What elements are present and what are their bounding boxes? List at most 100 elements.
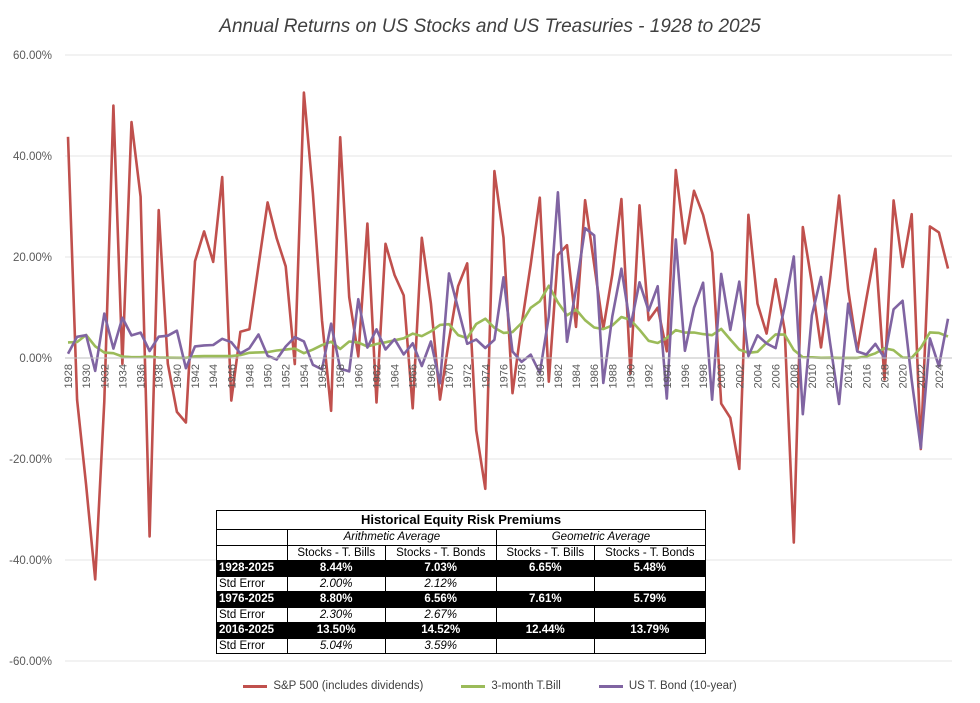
column-header: Stocks - T. Bills: [495, 544, 595, 561]
table-cell: 8.80%: [286, 591, 386, 608]
table-title: Historical Equity Risk Premiums: [216, 510, 706, 530]
x-tick-label: 1968: [426, 364, 438, 388]
x-tick-label: 1982: [553, 364, 565, 388]
row-label: Std Error: [216, 637, 288, 654]
table-cell: 5.04%: [286, 637, 386, 654]
legend: S&P 500 (includes dividends) 3-month T.B…: [0, 680, 980, 692]
y-tick-label: 60.00%: [13, 50, 52, 62]
x-tick-label: 2018: [879, 364, 891, 388]
chart-title: Annual Returns on US Stocks and US Treas…: [219, 16, 761, 37]
y-tick-label: 0.00%: [19, 353, 52, 365]
arithmetic-average-header: Arithmetic Average: [286, 529, 497, 546]
x-tick-label: 2010: [807, 364, 819, 388]
table-cell: 12.44%: [495, 622, 595, 639]
x-tick-label: 1996: [680, 364, 692, 388]
legend-label: 3-month T.Bill: [491, 680, 561, 692]
table-row: Std Error 2.30% 2.67%: [216, 606, 707, 623]
x-tick-label: 2008: [789, 364, 801, 388]
row-label: Std Error: [216, 575, 288, 592]
table-cell: 2.12%: [384, 575, 497, 592]
table-cell: 13.50%: [286, 622, 386, 639]
table-cell: 8.44%: [286, 560, 386, 577]
y-tick-label: -60.00%: [9, 656, 52, 668]
x-tick-label: 1976: [498, 364, 510, 388]
tbond-line: [66, 191, 950, 450]
x-tick-label: 1942: [190, 364, 202, 388]
table-cell: 5.79%: [593, 591, 707, 608]
table-cell: 5.48%: [593, 560, 707, 577]
x-tick-label: 1936: [136, 364, 148, 388]
x-tick-label: 1964: [390, 364, 402, 388]
table-cell: [495, 575, 595, 592]
x-tick-label: 1930: [81, 364, 93, 388]
table-cell: 2.30%: [286, 606, 386, 623]
x-tick-label: 1946: [226, 364, 238, 388]
legend-item-tbond: US T. Bond (10-year): [598, 680, 737, 692]
x-tick-label: 2016: [861, 364, 873, 388]
row-label: 1928-2025: [216, 560, 288, 577]
series-lines: [66, 91, 950, 581]
x-tick-label: 1932: [99, 364, 111, 388]
x-tick-label: 1986: [589, 364, 601, 388]
x-tick-label: 1956: [317, 364, 329, 388]
x-tick-label: 1998: [698, 364, 710, 388]
table-cell: 2.67%: [384, 606, 497, 623]
x-tick-label: 2024: [934, 364, 946, 388]
table-cell: 7.61%: [495, 591, 595, 608]
legend-label: US T. Bond (10-year): [628, 680, 737, 692]
y-tick-label: -40.00%: [9, 555, 52, 567]
table-cell: 6.65%: [495, 560, 595, 577]
x-tick-label: 1972: [462, 364, 474, 388]
x-tick-label: 1928: [63, 364, 75, 388]
x-tick-label: 1978: [517, 364, 529, 388]
x-axis-ticks: 1928 1930 1932 1934 1936 1938 1940 1942 1944 1946…: [63, 364, 946, 388]
x-tick-label: 1966: [408, 364, 420, 388]
column-header: Stocks - T. Bonds: [593, 544, 707, 561]
x-tick-label: 1962: [371, 364, 383, 388]
row-label: 2016-2025: [216, 622, 288, 639]
table-cell: 6.56%: [384, 591, 497, 608]
x-tick-label: 1934: [117, 364, 129, 388]
x-tick-label: 2022: [916, 364, 928, 388]
table-cell: [495, 606, 595, 623]
column-header: Stocks - T. Bonds: [384, 544, 497, 561]
legend-item-sp500: S&P 500 (includes dividends): [243, 680, 423, 692]
x-tick-label: 2014: [843, 364, 855, 388]
column-header: Stocks - T. Bills: [286, 544, 386, 561]
x-tick-label: 1944: [208, 364, 220, 388]
y-tick-label: -20.00%: [9, 454, 52, 466]
table-cell: 7.03%: [384, 560, 497, 577]
sp500-line: [66, 91, 950, 581]
y-tick-label: 40.00%: [13, 151, 52, 163]
x-tick-label: 2020: [898, 364, 910, 388]
legend-swatch-tbond: [598, 684, 623, 688]
table-cell: 13.79%: [593, 622, 707, 639]
x-tick-label: 2004: [752, 364, 764, 388]
equity-risk-premium-table: Historical Equity Risk Premiums Arithmet…: [216, 510, 707, 654]
x-tick-label: 1940: [172, 364, 184, 388]
x-tick-label: 1950: [263, 364, 275, 388]
x-tick-label: 2012: [825, 364, 837, 388]
table-cell: [593, 606, 707, 623]
table-row: 2016-2025 13.50% 14.52% 12.44% 13.79%: [216, 622, 707, 639]
x-tick-label: 1952: [281, 364, 293, 388]
y-axis-ticks: 60.00% 40.00% 20.00% 0.00% -20.00% -40.00% -60…: [9, 50, 52, 668]
x-tick-label: 1938: [154, 364, 166, 388]
x-tick-label: 1974: [480, 364, 492, 388]
x-tick-label: 1990: [625, 364, 637, 388]
table-cell: 14.52%: [384, 622, 497, 639]
x-tick-label: 1980: [535, 364, 547, 388]
row-label: 1976-2025: [216, 591, 288, 608]
x-tick-label: 1960: [353, 364, 365, 388]
x-tick-label: 1948: [244, 364, 256, 388]
table-row: Std Error 5.04% 3.59%: [216, 637, 707, 654]
tbill-line: [67, 284, 949, 360]
y-tick-label: 20.00%: [13, 252, 52, 264]
x-tick-label: 1970: [444, 364, 456, 388]
x-tick-label: 1988: [607, 364, 619, 388]
x-tick-label: 1994: [662, 364, 674, 388]
table-corner: [216, 544, 288, 561]
x-tick-label: 2000: [716, 364, 728, 388]
geometric-average-header: Geometric Average: [495, 529, 707, 546]
